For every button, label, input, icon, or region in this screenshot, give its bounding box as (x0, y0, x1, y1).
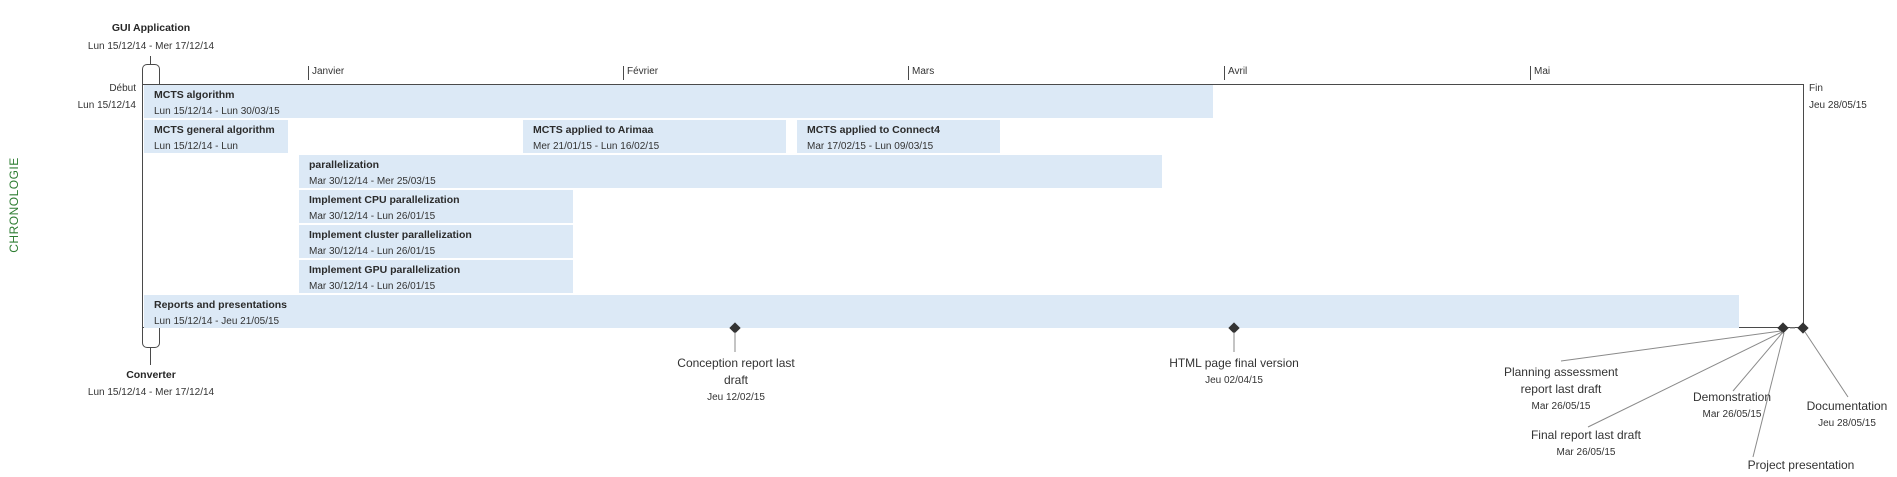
task-date: Mar 30/12/14 - Lun 26/01/15 (309, 281, 436, 292)
task-bar-mcts-arimaa[interactable]: MCTS applied to Arimaa Mer 21/01/15 - Lu… (523, 120, 786, 153)
milestone-title: Conception report last draft (677, 356, 795, 387)
milestone-html-page[interactable]: HTML page final version Jeu 02/04/15 (1154, 355, 1314, 389)
task-date: Lun 15/12/14 - Jeu 21/05/15 (154, 316, 280, 327)
month-marker-mai: Mai (1530, 66, 1550, 80)
task-title: Implement GPU parallelization (309, 264, 461, 276)
milestone-title: Documentation (1806, 399, 1888, 413)
callout-connector (150, 56, 151, 64)
task-bar-gpu-parallelization[interactable]: Implement GPU parallelization Mar 30/12/… (299, 260, 573, 293)
task-date: Mar 30/12/14 - Lun 26/01/15 (309, 246, 436, 257)
callout-title: GUI Application (111, 22, 191, 34)
task-date: Mar 30/12/14 - Lun 26/01/15 (309, 211, 436, 222)
month-marker-janvier: Janvier (308, 66, 344, 80)
task-title: Implement cluster parallelization (309, 229, 472, 241)
callout-bracket-top (142, 64, 160, 84)
timeline-start: Début Lun 15/12/14 (60, 80, 136, 114)
task-date: Mer 21/01/15 - Lun 16/02/15 (533, 141, 660, 152)
callout-date: Lun 15/12/14 - Mer 17/12/14 (87, 41, 215, 52)
task-date: Lun 15/12/14 - Lun (154, 141, 238, 152)
callout-title: Converter (126, 369, 176, 381)
milestone-title: HTML page final version (1169, 356, 1299, 370)
task-bar-parallelization[interactable]: parallelization Mar 30/12/14 - Mer 25/03… (299, 155, 1162, 188)
callout-converter[interactable]: Converter Lun 15/12/14 - Mer 17/12/14 (66, 367, 236, 402)
milestone-date: Mar 26/05/15 (1531, 401, 1591, 412)
callout-connector (150, 348, 151, 365)
milestone-project-presentation[interactable]: Project presentation (1726, 457, 1876, 474)
task-bar-mcts-general-algorithm[interactable]: MCTS general algorithm Lun 15/12/14 - Lu… (144, 120, 288, 153)
milestone-planning-assessment[interactable]: Planning assessment report last draft Ma… (1496, 364, 1626, 415)
milestone-date: Jeu 28/05/15 (1818, 418, 1876, 429)
milestone-date: Mar 26/05/15 (1556, 447, 1616, 458)
milestone-title: Project presentation (1747, 458, 1855, 472)
task-title: parallelization (309, 159, 380, 171)
task-date: Lun 15/12/14 - Lun 30/03/15 (154, 106, 280, 117)
month-marker-avril: Avril (1224, 66, 1247, 80)
milestone-title: Final report last draft (1530, 428, 1642, 442)
task-title: Reports and presentations (154, 299, 288, 311)
timeline-end: Fin Jeu 28/05/15 (1809, 80, 1889, 114)
end-label: Fin (1809, 83, 1823, 94)
callout-date: Lun 15/12/14 - Mer 17/12/14 (87, 387, 215, 398)
task-title: MCTS applied to Connect4 (807, 124, 941, 136)
milestone-demonstration[interactable]: Demonstration Mar 26/05/15 (1684, 389, 1780, 423)
end-date: Jeu 28/05/15 (1809, 100, 1867, 111)
callout-bracket-bottom (142, 328, 160, 348)
task-bar-cpu-parallelization[interactable]: Implement CPU parallelization Mar 30/12/… (299, 190, 573, 223)
month-marker-mars: Mars (908, 66, 934, 80)
task-title: MCTS algorithm (154, 89, 235, 101)
start-label: Début (109, 83, 136, 94)
month-marker-fevrier: Février (623, 66, 658, 80)
milestone-title: Demonstration (1692, 390, 1772, 404)
milestone-conception-report[interactable]: Conception report last draft Jeu 12/02/1… (666, 355, 806, 406)
milestone-title: Planning assessment report last draft (1503, 365, 1619, 396)
milestone-date: Mar 26/05/15 (1702, 409, 1762, 420)
task-bar-cluster-parallelization[interactable]: Implement cluster parallelization Mar 30… (299, 225, 573, 258)
task-date: Mar 17/02/15 - Lun 09/03/15 (807, 141, 934, 152)
milestone-date: Jeu 02/04/15 (1205, 375, 1263, 386)
milestone-final-report[interactable]: Final report last draft Mar 26/05/15 (1516, 427, 1656, 461)
task-date: Mar 30/12/14 - Mer 25/03/15 (309, 176, 436, 187)
start-date: Lun 15/12/14 (77, 100, 136, 111)
task-title: MCTS general algorithm (154, 124, 275, 136)
task-title: MCTS applied to Arimaa (533, 124, 654, 136)
task-bar-mcts-connect4[interactable]: MCTS applied to Connect4 Mar 17/02/15 - … (797, 120, 1000, 153)
milestone-documentation[interactable]: Documentation Jeu 28/05/15 (1800, 398, 1894, 432)
callout-gui-application[interactable]: GUI Application Lun 15/12/14 - Mer 17/12… (66, 20, 236, 57)
task-bar-reports-presentations[interactable]: Reports and presentations Lun 15/12/14 -… (144, 295, 1739, 328)
task-title: Implement CPU parallelization (309, 194, 460, 206)
milestone-date: Jeu 12/02/15 (707, 392, 765, 403)
task-bar-mcts-algorithm[interactable]: MCTS algorithm Lun 15/12/14 - Lun 30/03/… (144, 85, 1213, 118)
